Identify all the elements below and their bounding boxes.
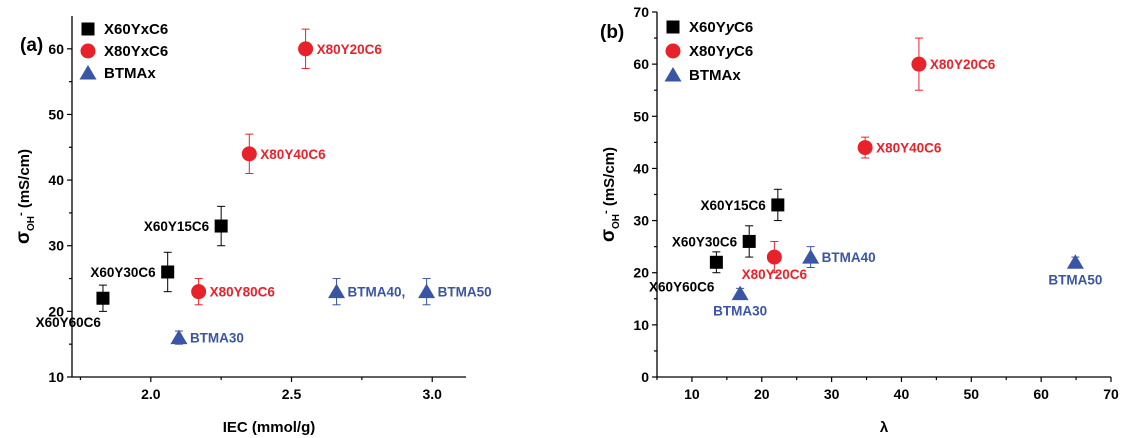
data-point-x80 [241,146,257,162]
data-label: BTMA30 [190,331,244,346]
y-tick-label: 70 [633,4,649,20]
y-tick-label: 60 [633,56,649,72]
legend-marker-x80 [80,43,96,59]
x-tick-label: 10 [684,386,700,402]
data-point-x80 [766,249,782,265]
x-tick-label: 40 [894,386,910,402]
data-point-x80 [298,41,314,57]
data-point-btma [802,249,820,264]
x-axis-title: λ [880,419,889,436]
legend-label: X80YxC6 [104,43,168,60]
x-tick-label: 3.0 [422,386,442,402]
data-label: BTMA50 [438,285,492,300]
legend-marker-x80 [665,43,681,59]
x-tick-label: 70 [1103,386,1119,402]
legend-marker-x60 [666,20,680,34]
data-point-btma [1066,254,1084,269]
data-label: X80Y20C6 [742,267,808,282]
data-label: X80Y20C6 [317,42,383,57]
legend-label: X60YyC6 [689,19,753,36]
x-tick-label: 50 [964,386,980,402]
panel-label: (b) [600,22,624,43]
y-tick-label: 50 [633,108,649,124]
data-label: X80Y20C6 [930,57,996,72]
y-tick-label: 40 [633,160,649,176]
data-point-btma [328,283,346,299]
data-point-x80 [857,140,873,156]
y-tick-label: 20 [633,265,649,281]
x-tick-label: 60 [1033,386,1049,402]
legend-marker-btma [664,67,682,82]
data-point-x60 [771,198,785,212]
data-point-x80 [191,284,207,300]
data-label: X60Y60C6 [36,315,102,330]
y-tick-label: 30 [48,238,64,254]
data-point-x60 [161,265,175,279]
panel-b: 0 10 20 30 40 50 60 70 10 20 30 40 50 60 70 λ σOH- (mS/c… [598,4,1119,436]
y-tick-label: 10 [633,317,649,333]
x-tick-label: 2.0 [141,386,161,402]
y-axis-title: σOH- (mS/cm) [598,147,622,242]
y-tick-label: 0 [641,369,649,385]
x-tick-label: 2.5 [282,386,302,402]
legend-marker-btma [79,65,97,80]
data-label: X80Y80C6 [210,285,276,300]
data-point-x60 [96,291,110,305]
legend-label: BTMAx [689,67,741,84]
data-label: BTMA50 [1048,272,1102,287]
legend-label: BTMAx [104,65,156,82]
legend-label: X80YyC6 [689,43,753,60]
data-point-btma [170,329,188,345]
x-tick-label: 30 [824,386,840,402]
panel-a: 10 20 30 40 50 60 2.0 2.5 3.0 IEC (mmol/g) σOH- (m… [13,16,492,436]
data-label: X60Y30C6 [672,234,738,249]
data-label: X60Y15C6 [701,198,767,213]
y-tick-label: 30 [633,213,649,229]
data-point-x60 [742,234,756,248]
x-axis-title: IEC (mmol/g) [223,419,316,436]
y-tick-label: 50 [48,106,64,122]
x-tick-label: 20 [754,386,770,402]
data-label: BTMA40 [822,250,876,265]
y-axis-title: σOH- (mS/cm) [13,149,37,244]
data-label: X60Y30C6 [90,265,156,280]
y-tick-label: 20 [48,303,64,319]
data-label: X80Y40C6 [876,141,942,156]
y-tick-label: 10 [48,369,64,385]
data-label: BTMA30 [713,304,767,319]
data-point-btma [731,285,749,301]
data-point-x60 [214,219,228,233]
legend-marker-x60 [81,22,95,36]
data-label: X60Y15C6 [144,219,210,234]
y-tick-label: 60 [48,41,64,57]
data-label: BTMA40, [348,285,406,300]
data-label: X80Y40C6 [260,147,326,162]
data-point-x80 [911,56,927,72]
panel-label: (a) [20,35,43,56]
data-label: X60Y60C6 [649,279,715,294]
data-point-x60 [709,255,723,269]
data-point-btma [418,283,436,299]
legend-label: X60YxC6 [104,21,168,38]
y-tick-label: 40 [48,172,64,188]
